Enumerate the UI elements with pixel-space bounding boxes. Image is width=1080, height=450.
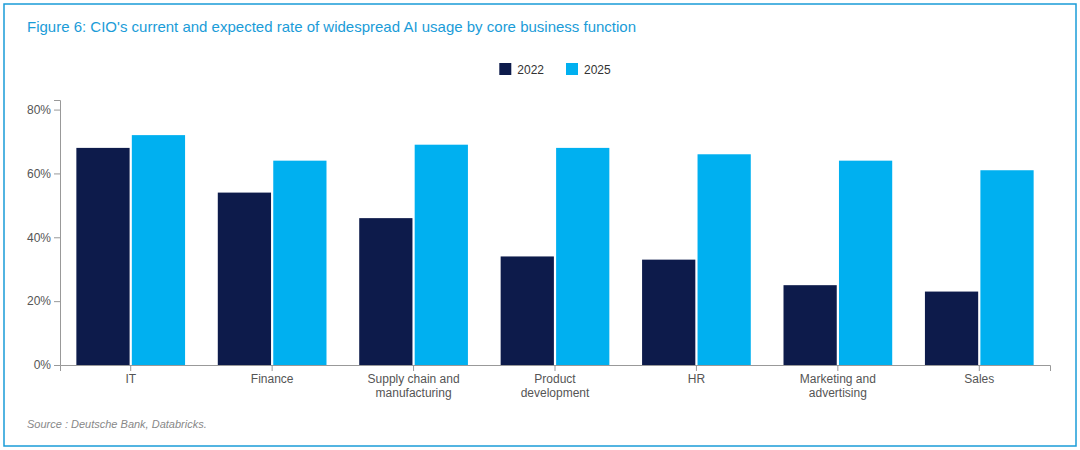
x-tick: Marketing andadvertising (800, 365, 876, 400)
y-tick: 80% (27, 103, 60, 117)
tick-label-line: development (521, 386, 590, 400)
bar (925, 292, 978, 365)
tick-mark (413, 365, 414, 371)
bar (415, 145, 468, 365)
tick-label: Marketing andadvertising (800, 372, 876, 400)
tick-mark (54, 365, 60, 366)
legend-swatch (566, 63, 578, 75)
x-tick: Supply chain andmanufacturing (368, 365, 460, 400)
y-tick: 20% (27, 294, 60, 308)
border (4, 4, 1076, 446)
bar (980, 170, 1033, 365)
x-axis: IT Finance Supply chain andmanufacturing Pr… (61, 365, 1051, 400)
bar (359, 218, 412, 365)
tick-label-line: HR (688, 372, 706, 386)
y-axis: 0% 20% 40% 60% 80% (27, 101, 61, 373)
tick-label: 40% (27, 231, 51, 245)
bar (784, 285, 837, 365)
legend: 2022 2025 (499, 63, 611, 77)
x-tick: IT (125, 365, 136, 386)
tick-label: 0% (34, 358, 52, 372)
tick-label: Sales (964, 372, 994, 386)
legend-swatch (499, 63, 511, 75)
bar (839, 161, 892, 365)
chart: Figure 6: CIO's current and expected rat… (0, 0, 1080, 450)
tick-mark (54, 110, 60, 111)
tick-mark (555, 365, 556, 371)
tick-mark (979, 365, 980, 371)
tick-mark (837, 365, 838, 371)
tick-label-line: Product (534, 372, 576, 386)
legend-item: 2025 (566, 63, 611, 77)
bar-series (76, 148, 978, 365)
axis-line (54, 101, 61, 366)
x-tick: Productdevelopment (521, 365, 590, 400)
tick-mark (54, 173, 60, 174)
tick-label: IT (125, 372, 136, 386)
bar (132, 135, 185, 365)
tick-label-line: Supply chain and (368, 372, 460, 386)
tick-label-line: manufacturing (376, 386, 452, 400)
tick-label: 20% (27, 294, 51, 308)
tick-label-line: advertising (809, 386, 867, 400)
x-tick: HR (688, 365, 706, 386)
tick-label: 60% (27, 167, 51, 181)
bar (642, 260, 695, 365)
bar (76, 148, 129, 365)
tick-label-line: Finance (251, 372, 294, 386)
tick-label: 80% (27, 103, 51, 117)
tick-mark (272, 365, 273, 371)
bars (76, 135, 1033, 365)
y-tick: 0% (34, 358, 60, 372)
title: Figure 6: CIO's current and expected rat… (27, 18, 636, 35)
tick-label-line: Marketing and (800, 372, 876, 386)
tick-label-line: Sales (964, 372, 994, 386)
legend-item: 2022 (499, 63, 544, 77)
y-tick: 60% (27, 167, 60, 181)
bar (218, 193, 271, 365)
source: Source : Deutsche Bank, Databricks. (27, 418, 207, 430)
tick-label: Finance (251, 372, 294, 386)
bar (501, 256, 554, 365)
x-tick: Finance (251, 365, 294, 386)
tick-mark (130, 365, 131, 371)
x-tick: Sales (964, 365, 994, 386)
tick-label: Productdevelopment (521, 372, 590, 400)
tick-mark (696, 365, 697, 371)
bar (273, 161, 326, 365)
bar (556, 148, 609, 365)
legend-label: 2025 (584, 63, 611, 77)
tick-mark (54, 237, 60, 238)
tick-label: HR (688, 372, 706, 386)
tick-mark (54, 301, 60, 302)
bar-series (132, 135, 1034, 365)
axis-line (61, 366, 1051, 372)
tick-label: Supply chain andmanufacturing (368, 372, 460, 400)
bar (698, 154, 751, 365)
legend-label: 2022 (517, 63, 544, 77)
tick-label-line: IT (125, 372, 136, 386)
y-tick: 40% (27, 231, 60, 245)
